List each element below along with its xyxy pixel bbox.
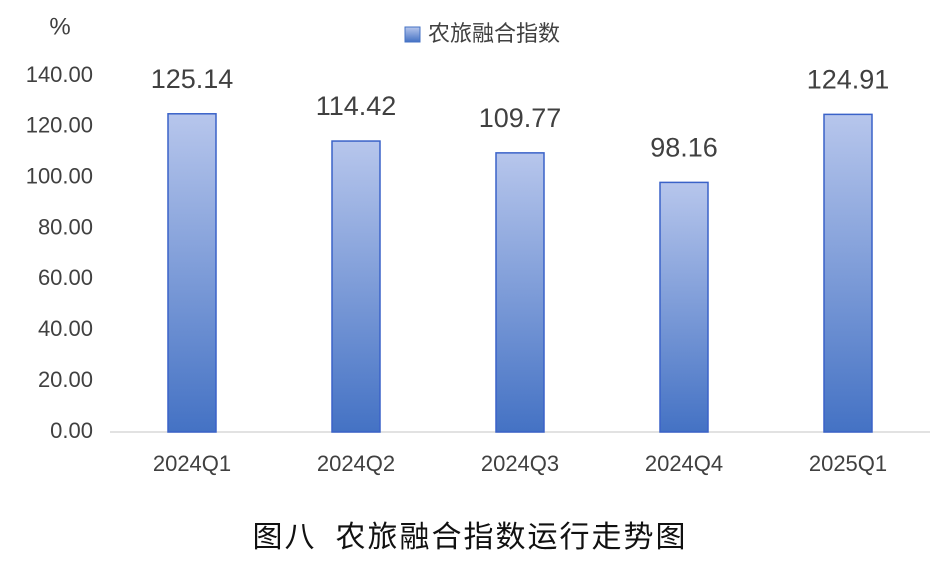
- y-tick-label: 140.00: [26, 62, 93, 87]
- data-label: 125.14: [151, 64, 234, 94]
- y-tick-label: 60.00: [38, 265, 93, 290]
- y-tick-label: 40.00: [38, 316, 93, 341]
- data-label: 124.91: [807, 64, 890, 94]
- bar: [331, 140, 381, 433]
- x-tick-label: 2025Q1: [809, 451, 887, 476]
- x-tick-label: 2024Q3: [481, 451, 559, 476]
- chart-caption: 图八 农旅融合指数运行走势图: [253, 521, 688, 554]
- legend-label: 农旅融合指数: [428, 21, 560, 46]
- data-label: 109.77: [479, 103, 562, 133]
- bar: [167, 113, 217, 433]
- y-tick-label: 120.00: [26, 113, 93, 138]
- legend-swatch: [404, 26, 421, 43]
- y-tick-label: 100.00: [26, 164, 93, 189]
- x-tick-label: 2024Q4: [645, 451, 723, 476]
- y-tick-label: 20.00: [38, 367, 93, 392]
- y-tick-label: 0.00: [50, 418, 93, 443]
- bar: [823, 113, 873, 433]
- x-tick-label: 2024Q2: [317, 451, 395, 476]
- data-label: 98.16: [650, 133, 718, 163]
- data-label: 114.42: [316, 91, 397, 121]
- x-tick-label: 2024Q1: [153, 451, 231, 476]
- bar: [659, 181, 709, 433]
- y-tick-label: 80.00: [38, 214, 93, 239]
- bar: [495, 152, 545, 433]
- y-axis-unit: %: [49, 13, 70, 40]
